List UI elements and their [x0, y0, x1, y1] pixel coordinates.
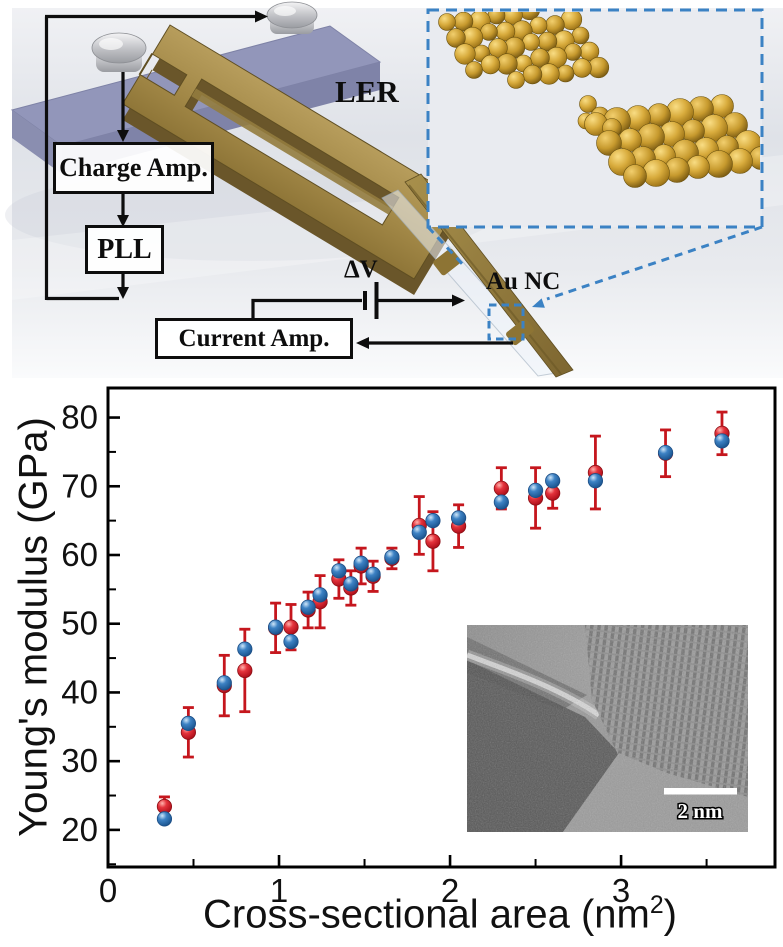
blue-point	[353, 555, 369, 571]
blue-point	[331, 563, 347, 579]
x-tick-label-1: 1	[270, 872, 288, 909]
delta-v-label: ΔV	[344, 256, 378, 283]
inset-connector-arrowhead	[532, 298, 545, 308]
feedback-loop-wire	[44, 14, 255, 301]
tick-labels: 0 1 2 3 20 30 40 50 60 70 80	[61, 399, 630, 909]
red-point	[425, 533, 441, 549]
blue-point	[180, 715, 196, 731]
scatter-plot: 0 1 2 3 20 30 40 50 60 70 80	[61, 386, 777, 909]
ler-label: LER	[335, 74, 399, 109]
gold-atom	[686, 155, 710, 179]
blue-point	[411, 524, 427, 540]
inset-connector-lines	[426, 225, 763, 301]
gold-atom	[438, 13, 456, 31]
gold-atom	[488, 38, 508, 58]
battery-symbol	[363, 282, 379, 319]
tem-image	[465, 625, 748, 832]
tem-inset: 2 nm	[465, 625, 748, 832]
x-tick-label-0: 0	[99, 872, 117, 909]
gold-nanocluster	[438, 12, 760, 188]
red-point	[493, 480, 509, 496]
gold-atom	[623, 164, 647, 188]
blue-point	[365, 566, 381, 582]
schematic-drawing	[5, 1, 783, 378]
gold-atom	[572, 58, 592, 78]
au-nc-label: Au NC	[486, 268, 561, 295]
gold-atom	[705, 150, 733, 178]
blue-point	[312, 587, 328, 603]
gold-atom	[642, 159, 670, 187]
pll-box: PLL	[85, 225, 164, 274]
current-amp-label: Current Amp.	[178, 324, 330, 352]
x-tick-label-3: 3	[612, 872, 630, 909]
blue-point	[156, 811, 173, 827]
feedback-arrowheads	[117, 10, 268, 299]
axis-ticks	[106, 416, 708, 866]
blue-point	[451, 510, 467, 526]
y-tick-label-80: 80	[61, 399, 98, 436]
blue-point	[237, 641, 253, 657]
pll-label: PLL	[97, 233, 152, 265]
bias-arrowheads	[356, 294, 465, 349]
gold-atom	[530, 48, 550, 68]
gold-atom	[465, 61, 483, 79]
blue-point	[343, 576, 359, 592]
y-tick-label-30: 30	[61, 742, 98, 779]
blue-point	[384, 549, 400, 565]
charge-amp-label: Charge Amp.	[59, 153, 208, 182]
blue-point	[268, 619, 284, 635]
blue-point	[300, 599, 316, 615]
y-tick-label-70: 70	[61, 467, 98, 504]
x-axis-label: Cross-sectional area (nm2)	[203, 892, 677, 937]
red-point	[237, 662, 253, 679]
blue-point	[425, 513, 441, 529]
blue-point	[587, 473, 604, 489]
electrode-left	[91, 32, 147, 72]
schematic-panel: Charge Amp. PLL Current Amp. LER ΔV Au N…	[0, 0, 783, 378]
red-point	[283, 619, 299, 635]
blue-point	[216, 675, 232, 691]
y-tick-label-50: 50	[61, 605, 98, 642]
blue-point	[493, 494, 509, 510]
blue-point	[545, 473, 561, 489]
y-tick-label-60: 60	[61, 536, 98, 573]
gold-atom	[507, 71, 525, 89]
scale-bar	[664, 788, 737, 795]
y-tick-label-40: 40	[61, 673, 98, 710]
scale-bar-label: 2 nm	[678, 799, 723, 823]
electrode-right	[266, 1, 318, 34]
blue-series	[156, 433, 730, 827]
gold-atom	[522, 64, 543, 85]
y-axis-label: Young's modulus (GPa)	[11, 417, 56, 837]
ler-resonator	[121, 24, 463, 295]
blue-point	[657, 444, 674, 461]
au-nc-marker-box	[487, 303, 525, 341]
x-tick-label-2: 2	[441, 872, 459, 909]
current-amp-box: Current Amp.	[155, 318, 353, 359]
y-tick-label-20: 20	[61, 811, 98, 848]
chart-panel: 0 1 2 3 20 30 40 50 60 70 80 Young's modulus (GPa)…	[0, 378, 783, 947]
blue-point	[527, 482, 544, 498]
gold-atom	[480, 54, 501, 75]
inset-box	[426, 8, 764, 229]
blue-point	[283, 633, 299, 650]
charge-amp-box: Charge Amp.	[53, 142, 214, 194]
gold-atom	[454, 43, 476, 65]
gold-atom	[446, 28, 466, 48]
plot-frame	[106, 386, 777, 869]
gold-atom	[579, 95, 597, 113]
bias-circuit-wire	[251, 298, 513, 345]
blue-point	[714, 433, 730, 449]
gold-atom	[596, 130, 622, 156]
